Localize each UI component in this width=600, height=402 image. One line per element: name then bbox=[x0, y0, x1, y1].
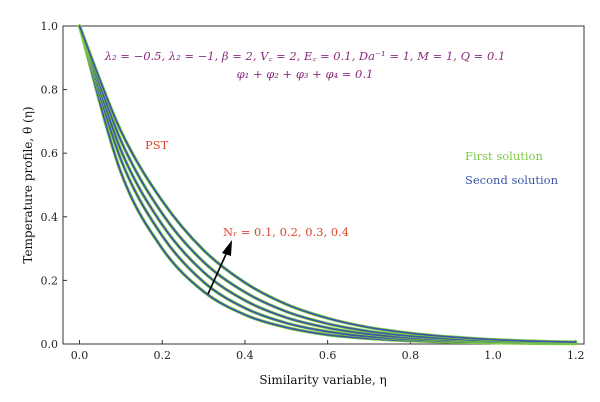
y-tick-label: 0.6 bbox=[41, 147, 59, 160]
plot-frame bbox=[62, 25, 585, 345]
nr-label: Nᵣ = 0.1, 0.2, 0.3, 0.4 bbox=[223, 225, 349, 239]
x-tick-label: 0.8 bbox=[402, 349, 420, 362]
x-tick-label: 0.4 bbox=[236, 349, 254, 362]
nr-arrow-shaft bbox=[207, 251, 228, 295]
y-axis-title: Temperature profile, θ (η) bbox=[21, 106, 35, 263]
series-lines bbox=[77, 24, 578, 346]
x-tick-label: 1.0 bbox=[484, 349, 502, 362]
x-tick-label: 1.2 bbox=[567, 349, 585, 362]
y-tick-label: 0.2 bbox=[41, 274, 59, 287]
x-tick-label: 0.6 bbox=[319, 349, 337, 362]
second-solution-line-5 bbox=[78, 25, 577, 343]
nr-arrow-head bbox=[222, 240, 232, 256]
y-tick-label: 0.0 bbox=[41, 338, 59, 351]
axis-ticks: 0.0 0.2 0.4 0.6 0.8 1.0 1.2 0.0 0.2 0.4 0.6 0.8 1.0 bbox=[41, 20, 585, 362]
parameters-line-2: φ₁ + φ₂ + φ₃ + φ₄ = 0.1 bbox=[237, 67, 374, 81]
x-axis-title: Similarity variable, η bbox=[259, 373, 386, 387]
y-tick-label: 0.8 bbox=[41, 84, 59, 97]
legend-second-solution: Second solution bbox=[465, 173, 559, 187]
y-tick-label: 0.4 bbox=[41, 211, 59, 224]
x-tick-label: 0.0 bbox=[71, 349, 89, 362]
x-tick-label: 0.2 bbox=[153, 349, 171, 362]
y-tick-label: 1.0 bbox=[41, 20, 59, 33]
pst-label: PST bbox=[145, 138, 169, 152]
parameters-line-1: λ₂ = −0.5, λ₂ = −1, β = 2, V꜀ = 2, E꜀ = … bbox=[104, 49, 506, 63]
legend-first-solution: First solution bbox=[465, 149, 543, 163]
